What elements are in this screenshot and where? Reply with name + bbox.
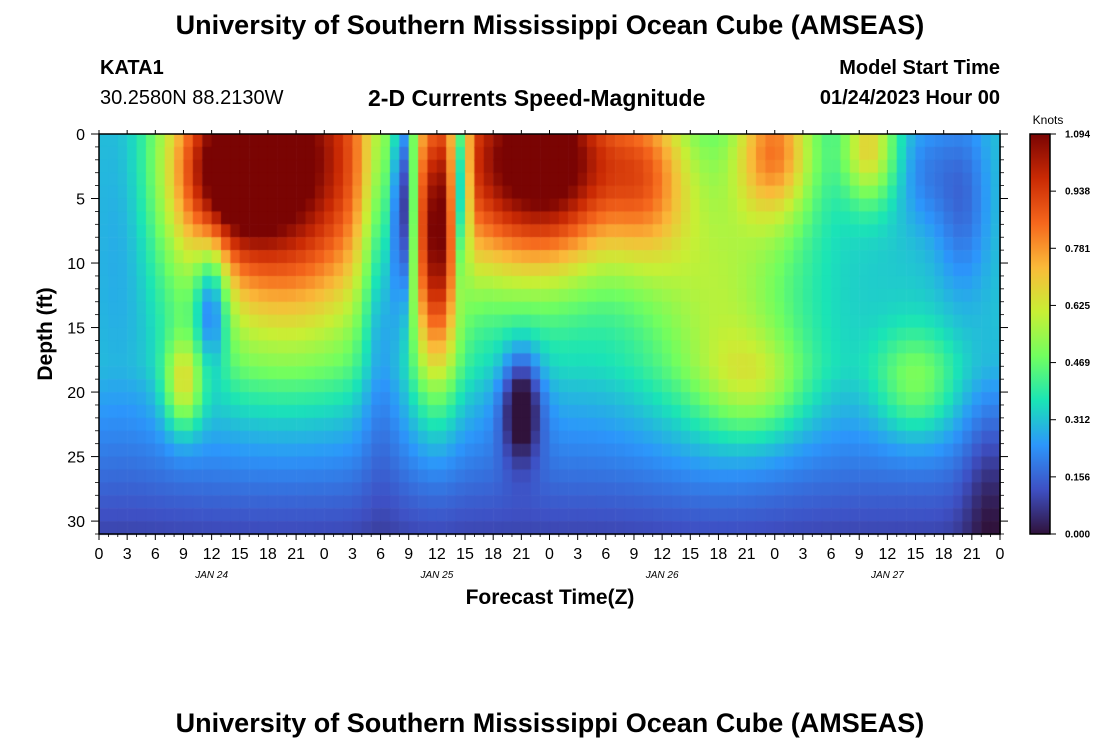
x-tick-label: 9 bbox=[855, 546, 864, 563]
x-tick-label: 15 bbox=[907, 546, 925, 563]
x-tick-label: 18 bbox=[710, 546, 728, 563]
x-tick-label: 15 bbox=[681, 546, 699, 563]
heatmap-plot-area bbox=[98, 133, 1001, 536]
y-tick-label: 10 bbox=[67, 256, 85, 273]
chart-title-bottom: University of Southern Mississippi Ocean… bbox=[175, 708, 925, 738]
x-tick-label: 12 bbox=[878, 546, 896, 563]
y-tick-label: 20 bbox=[67, 385, 85, 402]
x-tick-label: 3 bbox=[123, 546, 132, 563]
x-tick-label: 0 bbox=[770, 546, 779, 563]
colorbar-tick-label: 0.312 bbox=[1065, 415, 1090, 426]
day-label: JAN 26 bbox=[645, 570, 679, 581]
day-label: JAN 25 bbox=[419, 570, 453, 581]
colorbar-tick-label: 0.000 bbox=[1065, 530, 1090, 541]
x-tick-label: 12 bbox=[428, 546, 446, 563]
x-tick-label: 6 bbox=[827, 546, 836, 563]
colorbar bbox=[1029, 133, 1051, 535]
y-tick-label: 5 bbox=[76, 192, 85, 209]
y-tick-label: 0 bbox=[76, 127, 85, 144]
x-tick-label: 18 bbox=[935, 546, 953, 563]
colorbar-tick-label: 0.781 bbox=[1065, 244, 1090, 255]
plot-title: 2-D Currents Speed-Magnitude bbox=[368, 85, 706, 111]
x-tick-label: 0 bbox=[545, 546, 554, 563]
x-tick-label: 6 bbox=[601, 546, 610, 563]
x-tick-label: 3 bbox=[348, 546, 357, 563]
x-tick-label: 3 bbox=[798, 546, 807, 563]
x-tick-label: 15 bbox=[456, 546, 474, 563]
x-tick-label: 21 bbox=[287, 546, 305, 563]
x-axis-label: Forecast Time(Z) bbox=[466, 586, 635, 609]
station-id: KATA1 bbox=[100, 57, 164, 79]
x-tick-label: 12 bbox=[203, 546, 221, 563]
x-tick-label: 0 bbox=[320, 546, 329, 563]
colorbar-tick-label: 0.625 bbox=[1065, 301, 1090, 312]
colorbar-tick-label: 0.938 bbox=[1065, 187, 1090, 198]
chart-title-top: University of Southern Mississippi Ocean… bbox=[175, 10, 925, 40]
y-tick-label: 25 bbox=[67, 450, 85, 467]
y-tick-label: 15 bbox=[67, 321, 85, 338]
colorbar-unit: Knots bbox=[1033, 113, 1064, 127]
x-tick-label: 3 bbox=[573, 546, 582, 563]
station-location: 30.2580N 88.2130W bbox=[100, 87, 284, 109]
y-axis-label: Depth (ft) bbox=[34, 287, 57, 380]
x-tick-label: 9 bbox=[179, 546, 188, 563]
day-label: JAN 24 bbox=[194, 570, 228, 581]
x-tick-label: 18 bbox=[484, 546, 502, 563]
x-tick-label: 21 bbox=[963, 546, 981, 563]
x-tick-label: 18 bbox=[259, 546, 277, 563]
x-tick-label: 21 bbox=[512, 546, 530, 563]
colorbar-tick-label: 0.469 bbox=[1065, 358, 1090, 369]
y-tick-label: 30 bbox=[67, 514, 85, 531]
x-tick-label: 12 bbox=[653, 546, 671, 563]
x-tick-label: 0 bbox=[996, 546, 1005, 563]
x-tick-label: 6 bbox=[376, 546, 385, 563]
x-tick-label: 0 bbox=[95, 546, 104, 563]
model-start-value: 01/24/2023 Hour 00 bbox=[819, 87, 1000, 109]
x-tick-label: 6 bbox=[151, 546, 160, 563]
x-tick-label: 9 bbox=[630, 546, 639, 563]
x-tick-label: 21 bbox=[738, 546, 756, 563]
model-start-label: Model Start Time bbox=[839, 57, 1000, 79]
x-tick-label: 15 bbox=[231, 546, 249, 563]
colorbar-tick-label: 0.156 bbox=[1065, 472, 1090, 483]
colorbar-tick-label: 1.094 bbox=[1065, 130, 1090, 141]
x-tick-label: 9 bbox=[404, 546, 413, 563]
day-label: JAN 27 bbox=[870, 570, 904, 581]
